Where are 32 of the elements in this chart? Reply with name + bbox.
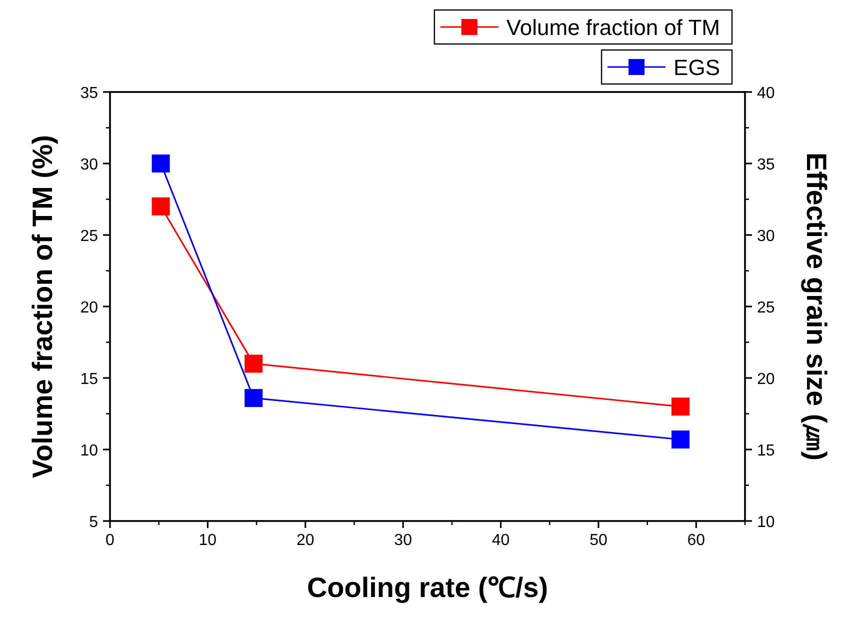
y2-axis-title: Effective grain size (㎛): [801, 152, 832, 461]
x-tick-label: 0: [106, 532, 115, 549]
y-tick-label: 30: [80, 156, 98, 174]
x-tick-label: 10: [198, 532, 217, 549]
y-tick-label: 15: [80, 371, 98, 388]
y-tick-label: 35: [80, 85, 98, 102]
point: [244, 389, 263, 408]
x-tick-label: 40: [492, 532, 510, 549]
x-axis-title: Cooling rate (℃/s): [306, 572, 548, 603]
x-tick-label: 30: [394, 532, 412, 549]
y2-tick-label: 30: [757, 228, 775, 245]
point: [152, 197, 170, 216]
y-tick-label: 20: [80, 300, 98, 316]
y2-tick-label: 15: [757, 442, 775, 460]
y2-tick-label: 25: [757, 300, 775, 316]
point: [672, 430, 690, 448]
x-tick-label: 60: [687, 532, 706, 549]
legend-label: EGS: [674, 55, 720, 80]
y2-tick-label: 10: [757, 514, 775, 531]
legend-label: Volume fraction of TM: [506, 15, 720, 40]
point: [244, 354, 263, 373]
y2-tick-label: 40: [757, 85, 775, 102]
point: [672, 398, 690, 416]
y-tick-label: 25: [80, 228, 98, 245]
y2-tick-label: 35: [757, 156, 775, 174]
y2-tick-label: 20: [757, 371, 775, 388]
x-tick-label: 50: [590, 532, 608, 549]
x-tick-label: 20: [296, 532, 314, 549]
point: [152, 154, 170, 172]
y-axis-title: Volume fraction of TM (%): [27, 134, 58, 478]
y-tick-label: 10: [80, 442, 98, 460]
y-tick-label: 5: [89, 514, 98, 531]
